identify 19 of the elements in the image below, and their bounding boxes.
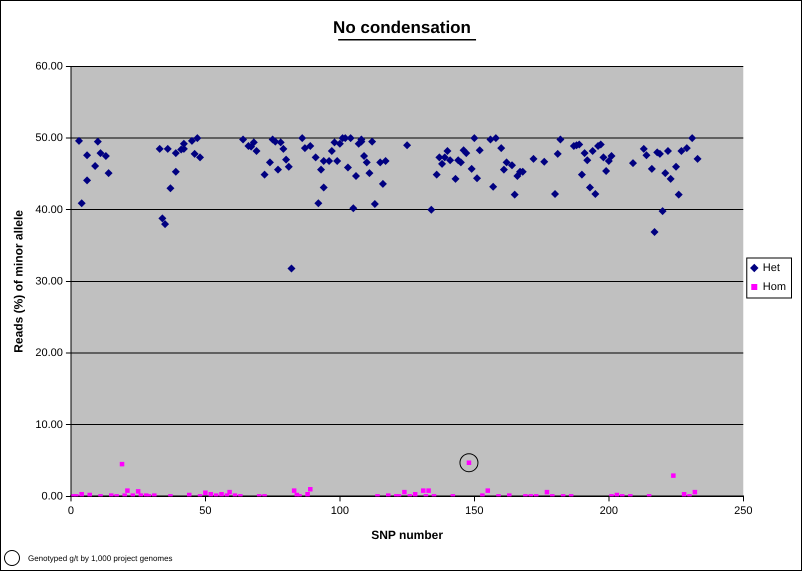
y-tick-label: 10.00 xyxy=(35,418,63,431)
y-tick-label: 20.00 xyxy=(35,347,63,360)
chart-title: No condensation xyxy=(333,18,471,37)
x-tick-label: 250 xyxy=(734,505,752,518)
x-axis-title: SNP number xyxy=(371,528,444,542)
y-tick-label: 0.00 xyxy=(42,490,63,502)
x-tick-label: 0 xyxy=(68,505,74,518)
legend-label: Het xyxy=(762,262,780,274)
text: Genotyped g/t by 1,000 project genomes xyxy=(28,554,173,562)
y-tick-label: 60.00 xyxy=(35,60,63,72)
x-tick-label: 50 xyxy=(199,505,212,518)
x-tick-label: 100 xyxy=(330,505,350,518)
x-tick-label: 150 xyxy=(465,505,484,518)
y-tick-label: 30.00 xyxy=(35,275,63,288)
y-tick-label: 50.00 xyxy=(35,132,63,144)
y-tick-label: 40.00 xyxy=(35,204,63,216)
legend-label: Hom xyxy=(762,281,786,294)
x-tick-label: 200 xyxy=(600,505,618,518)
y-axis-title: Reads (%) of minor allele xyxy=(12,210,26,353)
